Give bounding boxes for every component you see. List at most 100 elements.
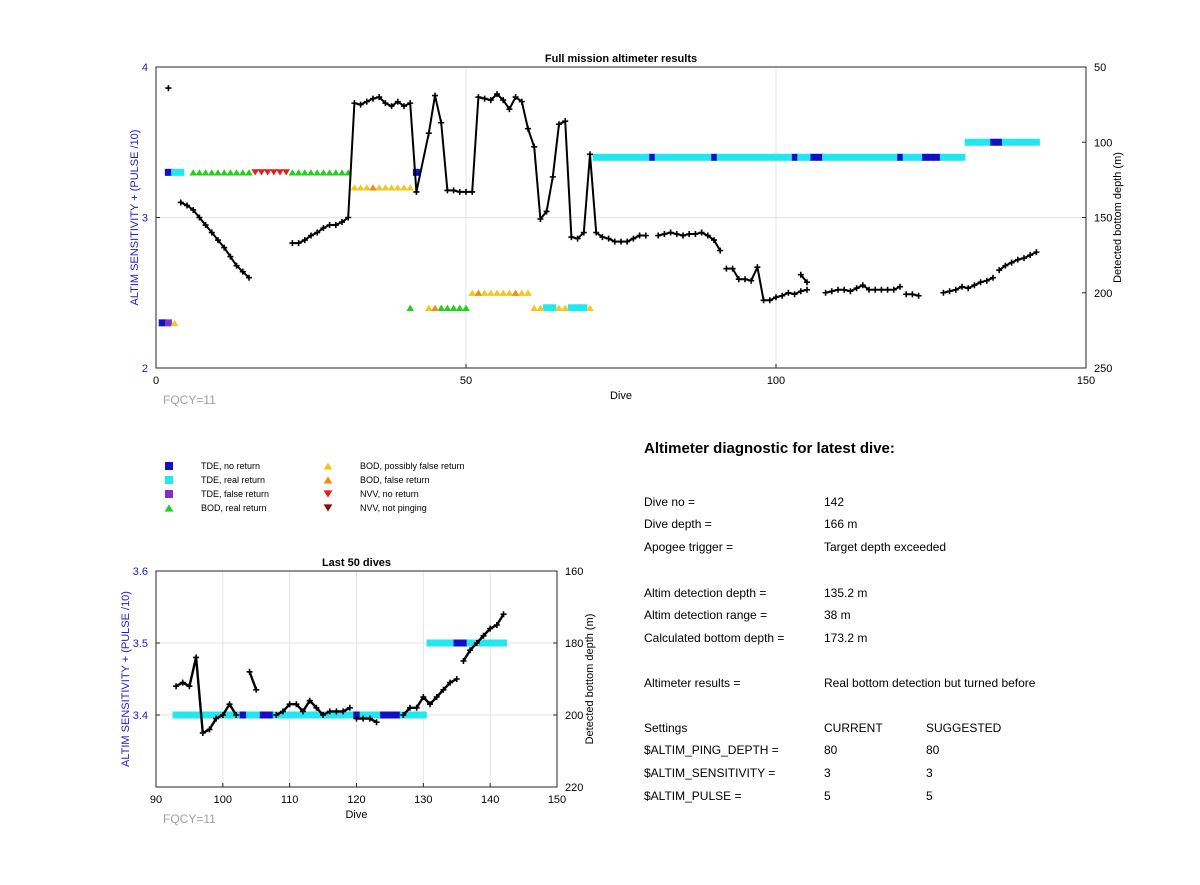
main-depth-point [494, 91, 500, 98]
main-depth-point [401, 103, 407, 110]
last50-depth-point [226, 701, 233, 708]
main-depth-point [518, 98, 525, 105]
main-depth-point [680, 232, 686, 239]
last50-marker-tde-real-return [479, 639, 487, 647]
main-marker-tde-real-return [654, 153, 662, 161]
main-depth-point [971, 282, 978, 289]
setting-suggested-sensitivity: 3 [926, 766, 933, 780]
last50-x-axis-label: Dive [345, 809, 367, 821]
main-marker-tde-real-return [722, 153, 730, 161]
last50-y-tick-label: 3.4 [133, 710, 148, 722]
main-depth-point [977, 279, 984, 286]
main-depth-point [866, 286, 872, 293]
main-y2-axis-label: Detected bottom depth (m) [1112, 152, 1124, 283]
main-marker-tde-no-return [809, 153, 817, 161]
main-marker-tde-real-return [567, 304, 575, 312]
main-depth-point [791, 291, 798, 298]
main-depth-point [320, 225, 327, 232]
last50-depth-series [173, 611, 507, 736]
last50-marker-tde-real-return [346, 711, 354, 719]
main-marker-tde-real-return [667, 153, 675, 161]
last50-x-tick-label: 110 [281, 794, 299, 806]
main-depth-point [580, 229, 587, 236]
last50-depth-point [487, 625, 494, 632]
main-depth-point [394, 98, 401, 105]
last50-marker-tde-real-return [226, 711, 234, 719]
legend-entry-tde-real-return: TDE, real return [165, 475, 265, 485]
last50-depth-point [366, 715, 373, 722]
legend-label-bod-real-return: BOD, real return [201, 503, 267, 513]
main-depth-point [847, 288, 854, 295]
legend-label-tde-real-return: TDE, real return [201, 475, 265, 485]
main-depth-point [221, 244, 228, 251]
last50-depth-point [293, 701, 300, 708]
last50-x-tick-label: 150 [548, 794, 566, 806]
main-marker-tde-real-return [747, 153, 755, 161]
main-depth-point [376, 94, 383, 101]
main-marker-tde-real-return [766, 153, 774, 161]
main-depth-point [177, 199, 184, 206]
diag-value-altim-detection-range: 38 m [824, 608, 851, 622]
main-depth-point [711, 237, 717, 244]
last50-depth-point [433, 694, 440, 700]
main-x-axis-label: Dive [610, 390, 632, 402]
last50-depth-point [400, 712, 407, 718]
main-depth-point [537, 216, 544, 223]
last50-y-tick-label: 3.5 [133, 638, 148, 650]
main-depth-point [636, 232, 643, 239]
main-marker-bod-real-return [195, 169, 204, 176]
main-depth-point [859, 282, 866, 289]
legend-swatch-nvv-not-pinging [323, 504, 333, 512]
main-marker-nvv-no-return [269, 169, 278, 176]
diag-value-apogee-trigger: Target depth exceeded [824, 540, 947, 554]
main-marker-bod-possibly-false-return [486, 289, 495, 296]
main-depth-point [370, 95, 376, 102]
main-marker-tde-real-return [679, 153, 687, 161]
last50-marker-tde-real-return [500, 639, 508, 647]
main-y-tick-label: 4 [142, 62, 148, 74]
last50-depth-point [500, 611, 507, 618]
last50-marker-tde-real-return [299, 711, 307, 719]
main-depth-point [983, 277, 990, 284]
last50-depth-point [373, 719, 380, 726]
main-depth-point [184, 202, 190, 209]
main-marker-tde-real-return [543, 304, 551, 312]
main-marker-tde-real-return [859, 153, 867, 161]
main-title: Full mission altimeter results [545, 53, 697, 65]
last50-depth-point [346, 704, 353, 711]
last50-depth-line [248, 671, 258, 691]
main-marker-tde-real-return [977, 138, 985, 146]
main-marker-bod-real-return [449, 304, 458, 311]
main-marker-bod-real-return [443, 304, 452, 311]
last50-x-tick-label: 120 [347, 794, 365, 806]
main-marker-tde-real-return [1026, 138, 1034, 146]
main-depth-point [959, 283, 965, 290]
main-marker-tde-no-return [412, 168, 420, 176]
main-depth-point [952, 286, 959, 293]
main-depth-point [481, 95, 488, 102]
last50-marker-tde-real-return [359, 711, 367, 719]
main-marker-tde-real-return [1014, 138, 1022, 146]
main-depth-point [909, 291, 916, 298]
last50-marker-tde-real-return [292, 711, 300, 719]
main-x-tick-label: 100 [767, 375, 785, 387]
main-marker-tde-real-return [691, 153, 699, 161]
main-marker-tde-real-return [735, 153, 743, 161]
main-depth-point [915, 292, 922, 299]
main-depth-point [717, 247, 724, 254]
main-depth-point [568, 234, 575, 241]
main-marker-nvv-no-return [257, 169, 266, 176]
last50-y2-tick-label: 160 [565, 566, 583, 578]
last50-depth-point [440, 686, 447, 693]
main-depth-point [853, 285, 860, 292]
last50-depth-point [420, 694, 427, 700]
main-marker-tde-no-return [791, 153, 799, 161]
diag-value-calculated-bottom-depth: 173.2 m [824, 631, 868, 645]
main-depth-point [1002, 262, 1009, 269]
settings-header-current: CURRENT [824, 721, 883, 735]
last50-marker-tde-real-return [493, 639, 501, 647]
main-depth-point [500, 97, 507, 104]
main-depth-point [308, 232, 314, 239]
diag-label-altimeter-results: Altimeter results = [644, 676, 741, 690]
main-depth-point [704, 232, 711, 239]
